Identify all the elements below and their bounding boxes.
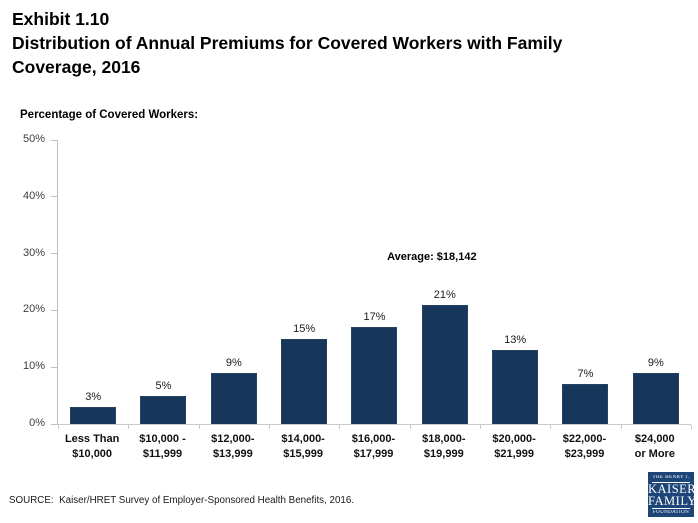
x-axis-category-label: $18,000- $19,999 bbox=[422, 433, 466, 460]
bar bbox=[281, 338, 328, 424]
bar bbox=[562, 384, 609, 424]
y-tick-label: 10% bbox=[22, 360, 45, 373]
bar-value-label: 15% bbox=[293, 322, 316, 335]
x-axis-tick bbox=[198, 425, 200, 429]
y-tick-label: 30% bbox=[22, 246, 45, 259]
x-axis-category-label: $24,000 or More bbox=[634, 433, 675, 460]
bar-value-label: 13% bbox=[504, 334, 527, 347]
bar bbox=[421, 304, 468, 424]
x-axis-tick bbox=[128, 425, 130, 429]
bar-value-label: 9% bbox=[647, 356, 664, 369]
x-axis-category-label: $14,000- $15,999 bbox=[281, 433, 325, 460]
y-axis-tick bbox=[51, 253, 58, 255]
chart-title-block: Exhibit 1.10 Distribution of Annual Prem… bbox=[12, 7, 630, 79]
x-axis-category-label: Less Than $10,000 bbox=[64, 433, 120, 460]
x-axis-labels: Less Than $10,000 $10,000 - $11,999 $12,00… bbox=[57, 432, 690, 462]
y-axis-tick bbox=[51, 139, 58, 141]
x-axis-tick bbox=[269, 425, 270, 429]
y-tick-label: 20% bbox=[22, 303, 45, 316]
x-axis-category-label: $12,000- $13,999 bbox=[211, 433, 255, 460]
x-axis-tick bbox=[620, 425, 622, 429]
y-axis-tick bbox=[51, 366, 58, 368]
y-axis-tick bbox=[51, 309, 58, 311]
y-axis-tick bbox=[51, 196, 58, 198]
bar-slot: 9% bbox=[199, 140, 269, 424]
x-axis-tick bbox=[58, 425, 59, 429]
plot-area: 3% 5% 9% 15% 17% 21% 13% 7% 9% 0% 10% 20% 30% 40% 50% bbox=[23, 133, 692, 429]
x-axis-category-label: $20,000- $21,999 bbox=[492, 433, 536, 460]
source-note: SOURCE: Kaiser/HRET Survey of Employer-S… bbox=[9, 495, 355, 506]
bar-slot: 17% bbox=[339, 140, 409, 424]
bar-slot: 21% bbox=[410, 140, 480, 424]
average-annotation: Average: $18,142 bbox=[387, 250, 477, 263]
bar-slot: 9% bbox=[621, 140, 691, 424]
bar-value-label: 17% bbox=[363, 311, 386, 324]
x-axis-tick bbox=[409, 425, 411, 429]
x-axis-tick bbox=[339, 425, 341, 429]
bar bbox=[492, 350, 539, 424]
bar-slot: 5% bbox=[128, 140, 198, 424]
kff-logo-top-line: THE HENRY J. bbox=[652, 475, 690, 480]
bar-slot: 15% bbox=[269, 140, 339, 424]
bar-value-label: 21% bbox=[433, 288, 456, 301]
bar-slot: 3% bbox=[58, 140, 128, 424]
bar-value-label: 5% bbox=[155, 379, 172, 392]
bar-slot: 13% bbox=[480, 140, 550, 424]
y-axis-title: Percentage of Covered Workers: bbox=[20, 109, 199, 121]
bar-slot: 7% bbox=[550, 140, 620, 424]
exhibit-number: Exhibit 1.10 bbox=[12, 9, 110, 29]
bar bbox=[140, 395, 187, 424]
bar-value-label: 9% bbox=[225, 356, 242, 369]
x-axis-tick bbox=[480, 425, 481, 429]
bar bbox=[210, 372, 257, 424]
y-tick-label: 50% bbox=[22, 133, 45, 145]
bar bbox=[70, 406, 117, 424]
bars-container: 3% 5% 9% 15% 17% 21% 13% 7% 9% bbox=[58, 140, 691, 424]
kff-logo-rule-top bbox=[652, 482, 690, 483]
bar-value-label: 7% bbox=[577, 368, 594, 381]
kff-logo-kaiser: KAISER bbox=[648, 482, 697, 496]
chart-title: Distribution of Annual Premiums for Cove… bbox=[12, 33, 563, 77]
y-tick-label: 40% bbox=[22, 189, 45, 202]
x-axis-category-label: $16,000- $17,999 bbox=[351, 433, 396, 460]
bar bbox=[351, 327, 398, 424]
kff-logo-foundation: FOUNDATION bbox=[652, 510, 690, 515]
kff-logo: THE HENRY J. KAISER FAMILY FOUNDATION bbox=[648, 472, 697, 517]
x-axis-tick bbox=[691, 425, 692, 429]
x-axis-category-label: $22,000- $23,999 bbox=[562, 433, 607, 460]
kff-logo-family: FAMILY bbox=[648, 493, 697, 508]
x-axis-tick bbox=[550, 425, 552, 429]
bar-value-label: 3% bbox=[85, 390, 102, 403]
kff-logo-rule-bottom bbox=[652, 508, 690, 509]
bar bbox=[632, 372, 679, 424]
y-tick-label: 0% bbox=[29, 417, 45, 429]
x-axis-category-label: $10,000 - $11,999 bbox=[139, 433, 186, 460]
y-axis-tick bbox=[51, 423, 58, 425]
